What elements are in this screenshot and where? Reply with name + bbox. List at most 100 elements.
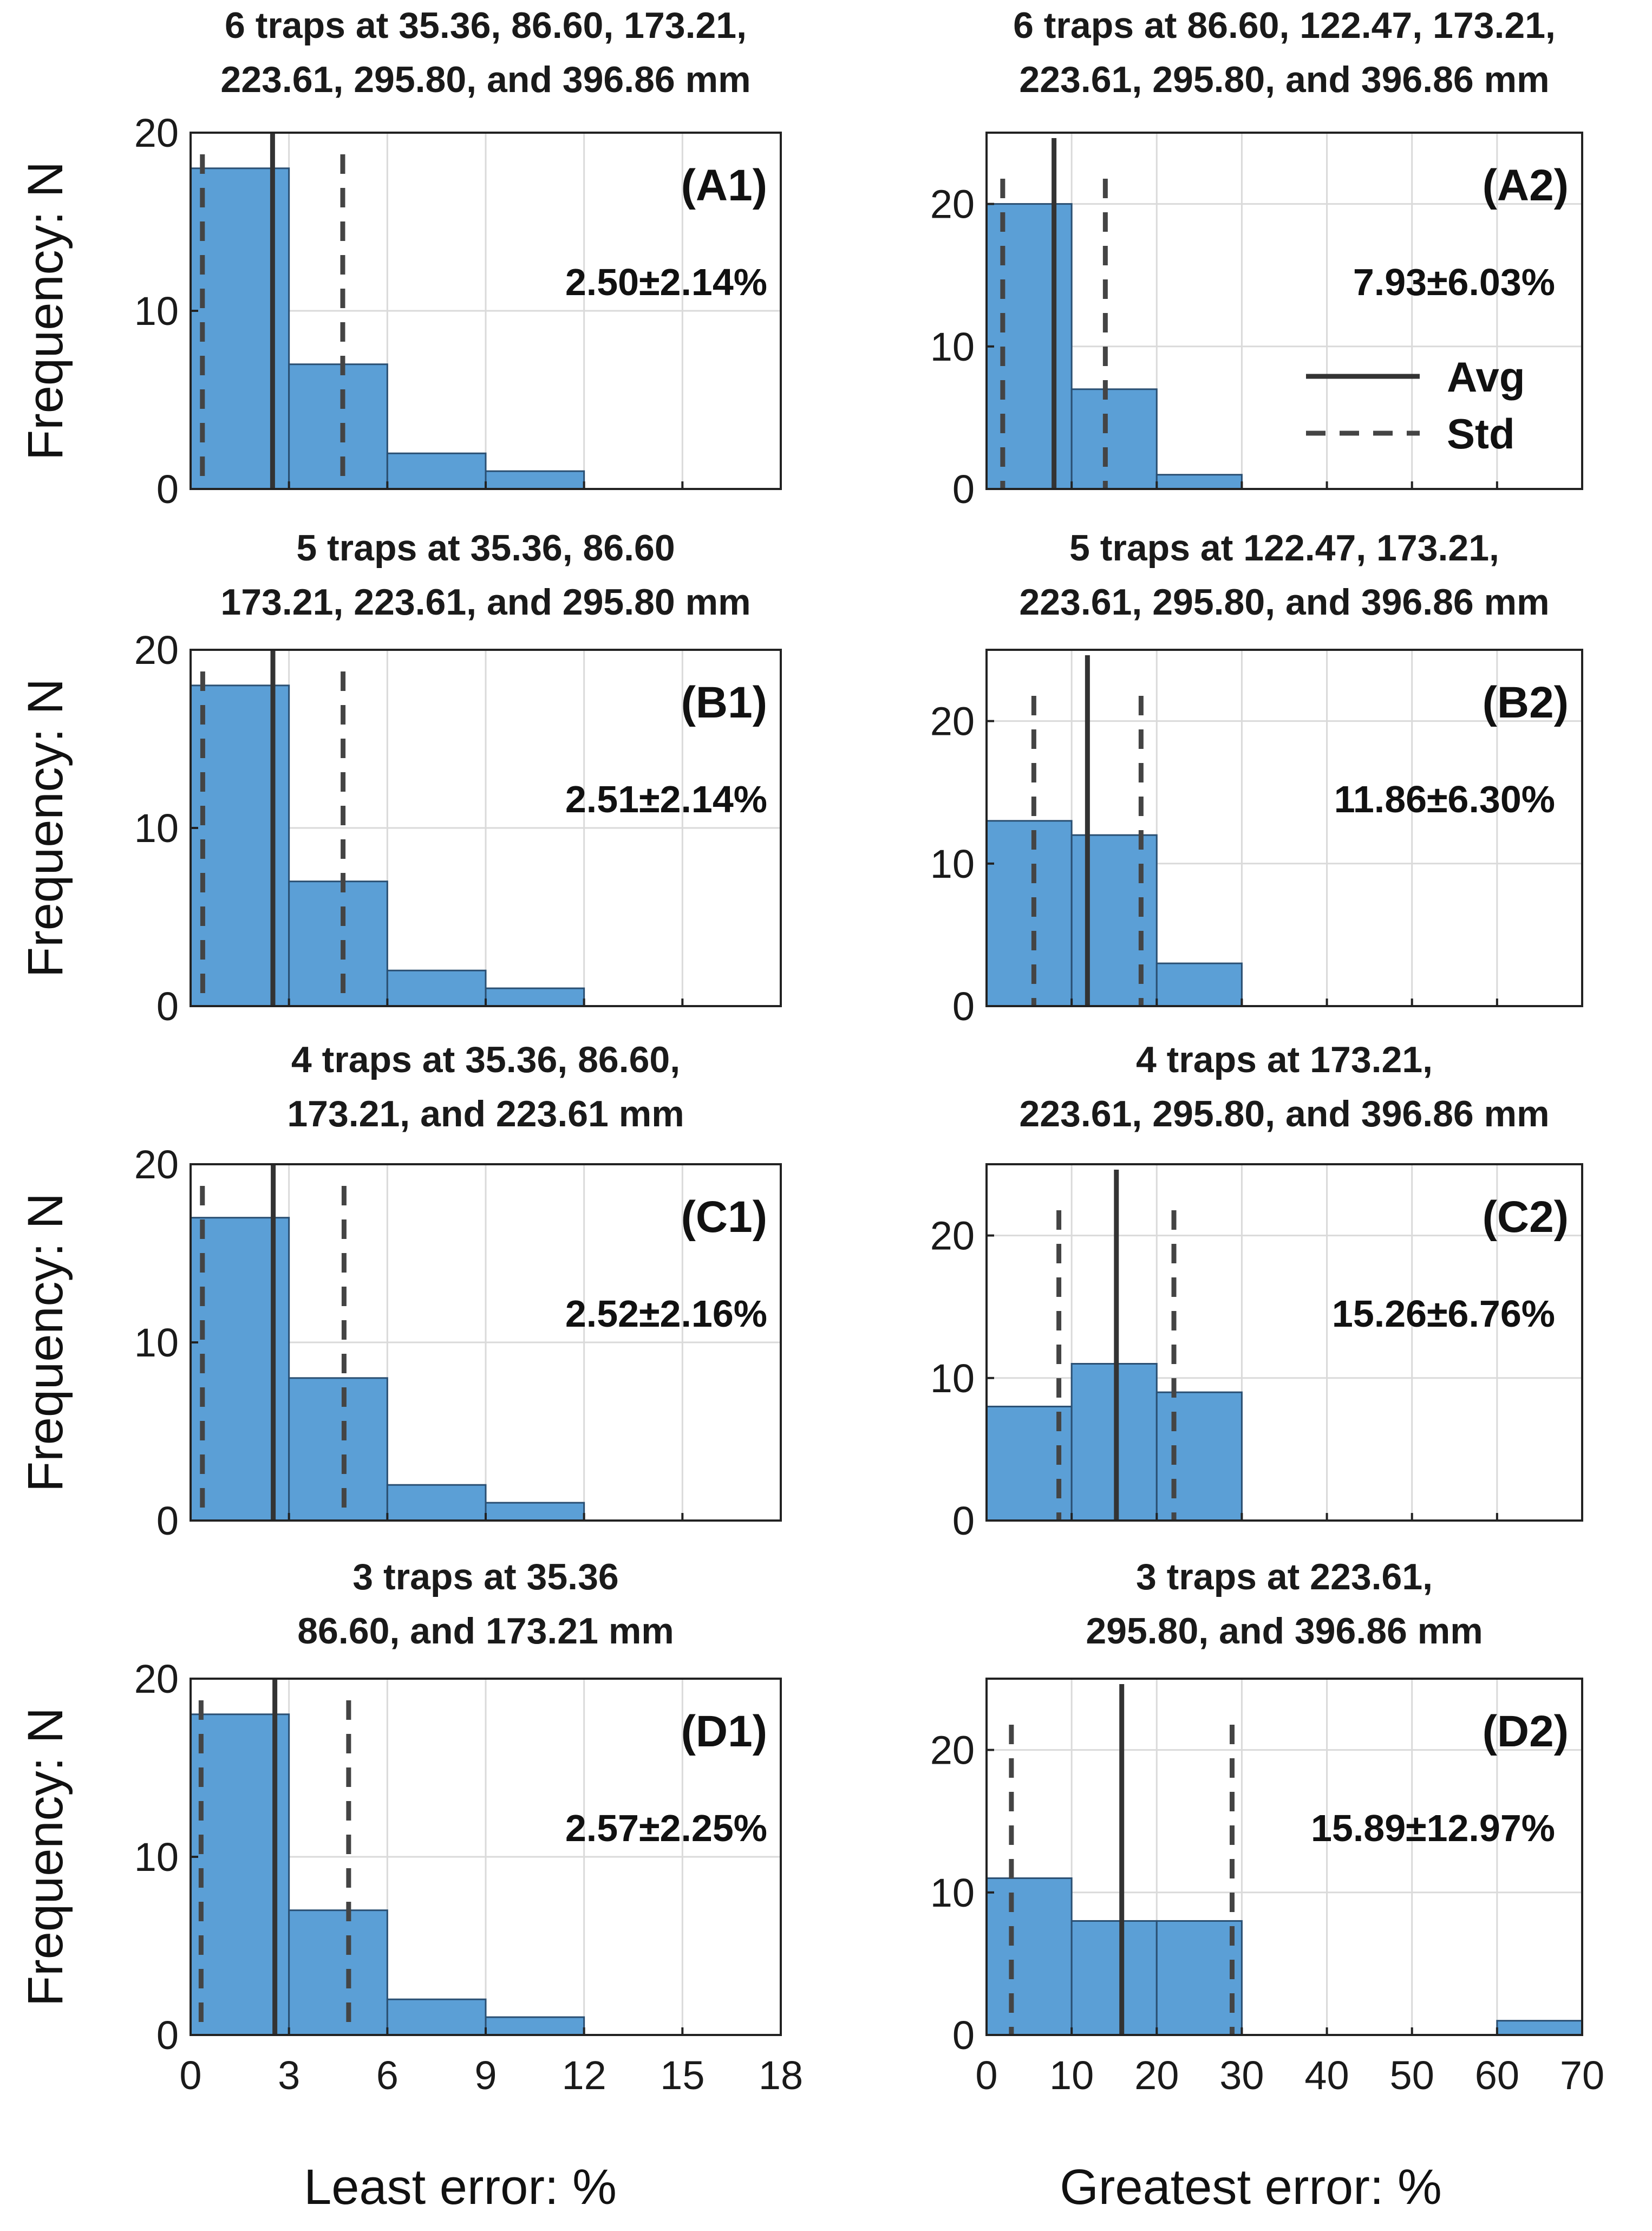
- stat-label: 15.89±12.97%: [1311, 1807, 1555, 1849]
- x-tick-label: 9: [474, 2053, 497, 2098]
- y-axis-label: Frequency: N: [18, 161, 73, 460]
- panel-title-line: 5 traps at 122.47, 173.21,: [1069, 527, 1499, 569]
- histogram-bar: [1070, 1920, 1158, 2036]
- histogram-bar: [386, 452, 487, 490]
- histogram-bar: [288, 1909, 388, 2036]
- panel-tag: (C1): [681, 1192, 767, 1242]
- panel-title-line: 223.61, 295.80, and 396.86 mm: [220, 59, 750, 100]
- panel-tag: (C2): [1483, 1192, 1569, 1242]
- panel-title-line: 4 traps at 35.36, 86.60,: [291, 1039, 680, 1080]
- panel-title-line: 173.21, 223.61, and 295.80 mm: [220, 582, 750, 623]
- panel-title-line: 86.60, and 173.21 mm: [297, 1610, 674, 1652]
- panel-d1: 0 3 6 9 12 15 18 0 10 20 3 traps at 35.36 86.60, an…: [18, 1556, 803, 2098]
- panel-title-line: 3 traps at 35.36: [352, 1556, 618, 1597]
- histogram-bar: [288, 363, 388, 490]
- panels-layer: 0 10 20 6 traps at 35.36, 86.60, 173.21, 223…: [18, 5, 1604, 2098]
- y-tick-label: 20: [930, 699, 975, 744]
- y-tick-label: 0: [156, 1498, 179, 1543]
- panel-b2: 0 10 20 5 traps at 122.47, 173.21, 223.61, 2…: [930, 527, 1583, 1029]
- stat-label: 11.86±6.30%: [1334, 778, 1555, 820]
- y-tick-label: 10: [134, 1320, 179, 1365]
- panel-title-line: 6 traps at 86.60, 122.47, 173.21,: [1013, 5, 1556, 46]
- stat-label: 2.51±2.14%: [565, 778, 767, 820]
- histogram-bar: [1155, 1920, 1243, 2036]
- y-tick-label: 20: [930, 1214, 975, 1258]
- histogram-bar: [1155, 474, 1243, 490]
- y-axis-label: Frequency: N: [18, 1193, 73, 1492]
- y-tick-label: 20: [134, 1142, 179, 1187]
- histogram-bar: [985, 820, 1073, 1007]
- histogram-bar: [985, 203, 1073, 490]
- panel-tag: (B2): [1483, 678, 1569, 727]
- x-tick-label: 60: [1475, 2053, 1519, 2098]
- panel-tag: (A2): [1483, 161, 1569, 210]
- y-tick-label: 0: [156, 2013, 179, 2058]
- histogram-bar: [1155, 1391, 1243, 1522]
- y-tick-label: 0: [952, 467, 975, 512]
- panel-title-line: 4 traps at 173.21,: [1136, 1039, 1433, 1080]
- panel-title-line: 6 traps at 35.36, 86.60, 173.21,: [225, 5, 747, 46]
- panel-c1: 0 10 20 4 traps at 35.36, 86.60, 173.21, and…: [18, 1039, 782, 1543]
- histogram-bar: [386, 1998, 487, 2036]
- stat-label: 7.93±6.03%: [1353, 261, 1555, 303]
- y-tick-label: 0: [952, 1498, 975, 1543]
- y-tick-label: 10: [134, 806, 179, 851]
- histogram-bar: [985, 1877, 1073, 2036]
- x-tick-label: 0: [179, 2053, 201, 2098]
- y-tick-label: 0: [952, 2013, 975, 2058]
- histogram-bar: [288, 1377, 388, 1522]
- y-tick-label: 20: [930, 182, 975, 227]
- x-tick-label: 70: [1560, 2053, 1604, 2098]
- panel-tag: (B1): [681, 678, 767, 727]
- panel-c2: 0 10 20 4 traps at 173.21, 223.61, 295.80, a…: [930, 1039, 1583, 1543]
- histogram-bar: [485, 2016, 585, 2036]
- y-tick-label: 0: [156, 984, 179, 1029]
- x-tick-label: 15: [660, 2053, 704, 2098]
- y-tick-label: 20: [134, 628, 179, 673]
- histogram-bar: [485, 470, 585, 490]
- panel-tag: (D2): [1483, 1707, 1569, 1756]
- panel-a2: 0 10 20 6 traps at 86.60, 122.47, 173.21, 22…: [930, 5, 1583, 512]
- panel-b1: 0 10 20 5 traps at 35.36, 86.60 173.21, 223.…: [18, 527, 782, 1029]
- panel-tag: (A1): [681, 161, 767, 210]
- panel-title-line: 173.21, and 223.61 mm: [287, 1093, 684, 1134]
- y-tick-label: 10: [930, 324, 975, 369]
- stat-label: 2.52±2.16%: [565, 1293, 767, 1335]
- histogram-bar: [1155, 962, 1243, 1007]
- x-tick-label: 30: [1219, 2053, 1264, 2098]
- panel-title-line: 5 traps at 35.36, 86.60: [296, 527, 675, 569]
- x-tick-label: 18: [759, 2053, 803, 2098]
- y-tick-label: 10: [134, 1835, 179, 1880]
- stat-label: 15.26±6.76%: [1332, 1293, 1555, 1335]
- stat-label: 2.50±2.14%: [565, 261, 767, 303]
- panel-title-line: 223.61, 295.80, and 396.86 mm: [1019, 59, 1549, 100]
- legend-avg-label: Avg: [1447, 353, 1525, 401]
- panel-d2: 0 10 20 30 40 50 60 70 0 10 20 3 traps at 223.61, 29…: [930, 1556, 1604, 2098]
- panel-title-line: 223.61, 295.80, and 396.86 mm: [1019, 1093, 1549, 1134]
- y-tick-label: 20: [134, 110, 179, 155]
- x-tick-label: 0: [975, 2053, 997, 2098]
- histogram-bar: [1070, 834, 1158, 1007]
- y-axis-label: Frequency: N: [18, 679, 73, 977]
- axes-frame: [985, 1678, 1583, 2036]
- panel-a1: 0 10 20 6 traps at 35.36, 86.60, 173.21, 223…: [18, 5, 782, 512]
- y-tick-label: 10: [930, 1870, 975, 1915]
- x-tick-label: 50: [1390, 2053, 1434, 2098]
- y-tick-label: 20: [134, 1656, 179, 1701]
- y-tick-label: 0: [952, 984, 975, 1029]
- y-tick-label: 0: [156, 467, 179, 512]
- axes-frame: [985, 649, 1583, 1007]
- histogram-bar: [1496, 2020, 1583, 2036]
- x-tick-label: 12: [562, 2053, 606, 2098]
- x-tick-label: 10: [1049, 2053, 1094, 2098]
- x-tick-label: 20: [1134, 2053, 1179, 2098]
- y-tick-label: 10: [134, 289, 179, 334]
- x-axis-label-right: Greatest error: %: [1060, 2160, 1442, 2215]
- x-tick-label: 3: [278, 2053, 300, 2098]
- histogram-bar: [288, 880, 388, 1007]
- x-axis-label-left: Least error: %: [304, 2160, 617, 2215]
- y-axis-label: Frequency: N: [18, 1707, 73, 2006]
- histogram-bar: [485, 987, 585, 1007]
- histogram-bar: [1070, 388, 1158, 490]
- histogram-bar: [386, 1484, 487, 1522]
